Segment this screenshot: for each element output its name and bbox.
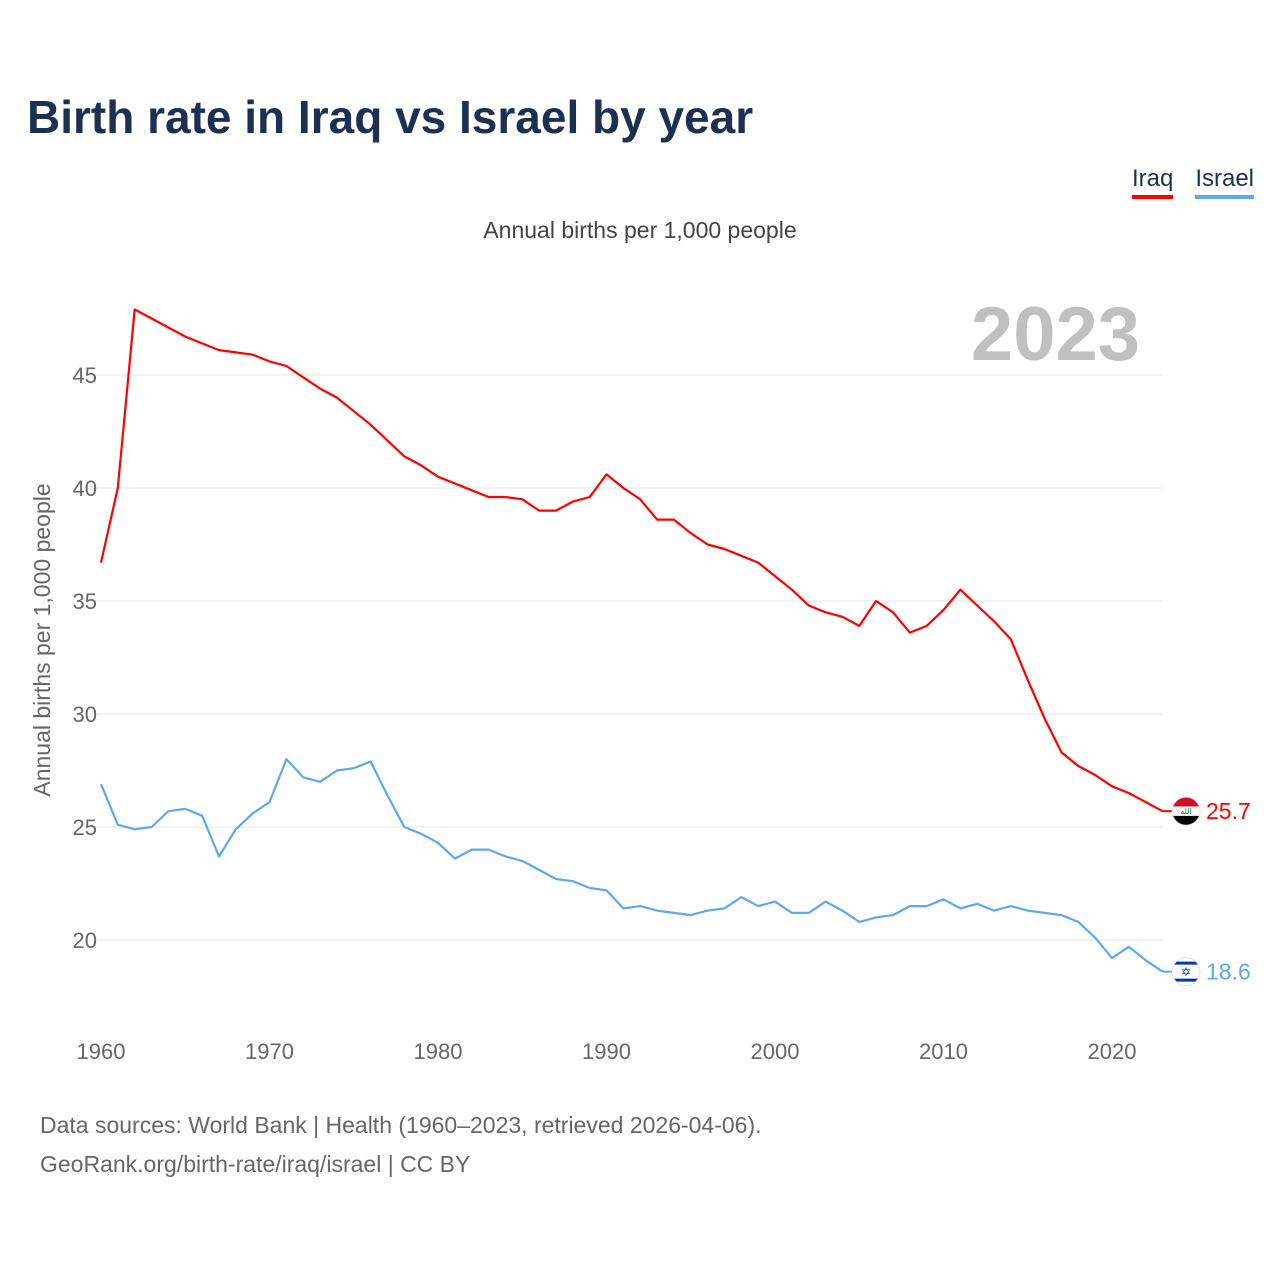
- flag-border: [1171, 796, 1201, 826]
- legend-item-israel[interactable]: Israel: [1195, 165, 1254, 199]
- flag-stripe: [1172, 978, 1200, 982]
- flag-border: [1171, 957, 1201, 987]
- x-tick-label: 1960: [77, 1039, 126, 1064]
- y-tick-label: 35: [73, 589, 97, 614]
- flag-stripe: [1172, 961, 1200, 965]
- source-url[interactable]: GeoRank.org/birth-rate/iraq/israel | CC …: [40, 1151, 471, 1177]
- flag-stripe: [1172, 797, 1200, 807]
- year-watermark: 2023: [971, 292, 1140, 377]
- series-line-israel: [99, 758, 1164, 973]
- y-tick-label: 25: [73, 815, 97, 840]
- y-tick-label: 30: [73, 702, 97, 727]
- y-axis-title: Annual births per 1,000 people: [29, 483, 55, 796]
- x-tick-label: 2010: [919, 1039, 968, 1064]
- flag-emblem: الله: [1180, 807, 1192, 816]
- footer: Data sources: World Bank | Health (1960–…: [40, 1106, 762, 1184]
- y-tick-label: 45: [73, 363, 97, 388]
- x-tick-label: 2020: [1088, 1039, 1137, 1064]
- iraq-flag-icon: الله: [1171, 796, 1201, 826]
- flag-body: ✡: [1172, 957, 1200, 986]
- flag-stripe: [1172, 815, 1200, 826]
- end-value-label: 18.6: [1206, 959, 1251, 985]
- y-tick-label: 40: [73, 476, 97, 501]
- flag-body: الله: [1172, 797, 1200, 826]
- legend: Iraq Israel: [1131, 165, 1254, 199]
- chart-subtitle: Annual births per 1,000 people: [483, 217, 797, 243]
- israel-flag-icon: ✡: [1171, 957, 1201, 987]
- x-tick-label: 1970: [245, 1039, 294, 1064]
- x-tick-label: 2000: [751, 1039, 800, 1064]
- legend-item-iraq[interactable]: Iraq: [1131, 165, 1174, 199]
- y-tick-label: 20: [73, 928, 97, 953]
- series-line-iraq: [99, 308, 1164, 813]
- chart-title: Birth rate in Iraq vs Israel by year: [27, 91, 754, 143]
- star-of-david-icon: ✡: [1181, 965, 1191, 979]
- data-source: Data sources: World Bank | Health (1960–…: [40, 1112, 762, 1138]
- flag-stripe: [1172, 806, 1200, 816]
- x-tick-label: 1980: [414, 1039, 463, 1064]
- x-tick-label: 1990: [582, 1039, 631, 1064]
- end-value-label: 25.7: [1206, 798, 1251, 824]
